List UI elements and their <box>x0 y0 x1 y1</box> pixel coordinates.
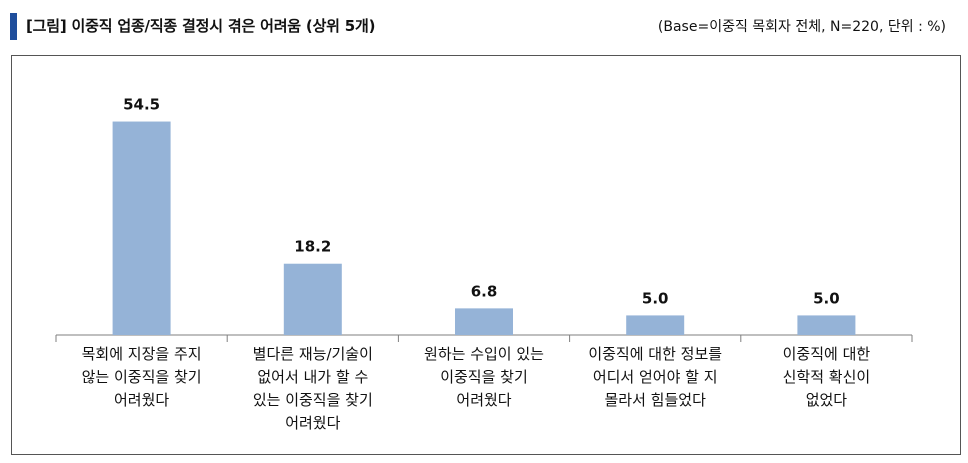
category-label: 목회에 지장을 주지 <box>82 345 202 363</box>
bar <box>283 263 342 335</box>
category-label: 이중직을 찾기 <box>440 368 528 386</box>
bar <box>455 308 513 335</box>
category-label: 원하는 수입이 있는 <box>424 345 544 363</box>
data-label: 18.2 <box>294 238 331 256</box>
category-label: 있는 이중직을 찾기 <box>253 391 373 409</box>
bar <box>626 315 685 335</box>
category-label: 어려웠다 <box>456 391 511 409</box>
category-label: 신학적 확신이 <box>783 368 871 386</box>
category-label: 이중직에 대한 정보를 <box>588 345 722 363</box>
data-label: 5.0 <box>813 289 840 307</box>
category-label: 어려웠다 <box>285 414 340 432</box>
category-label: 이중직에 대한 <box>783 345 871 363</box>
category-label: 없었다 <box>806 391 848 409</box>
category-label: 별다른 재능/기술이 <box>253 345 373 363</box>
data-label: 54.5 <box>123 96 160 114</box>
bar <box>797 315 856 335</box>
base-note: (Base=이중직 목회자 전체, N=220, 단위 : %) <box>657 19 946 35</box>
title-accent-bar <box>10 13 17 40</box>
category-label: 없어서 내가 할 수 <box>257 368 368 386</box>
data-label: 6.8 <box>471 282 498 300</box>
chart-frame <box>11 55 961 455</box>
category-label: 않는 이중직을 찾기 <box>82 368 202 386</box>
data-label: 5.0 <box>642 289 669 307</box>
bar <box>112 121 171 336</box>
category-label: 어려웠다 <box>114 391 169 409</box>
category-label: 어디서 얻어야 할 지 <box>593 368 718 386</box>
category-label: 몰라서 힘들었다 <box>605 391 707 409</box>
chart-title: [그림] 이중직 업종/직종 결정시 겪은 어려움 (상위 5개) <box>26 17 376 35</box>
